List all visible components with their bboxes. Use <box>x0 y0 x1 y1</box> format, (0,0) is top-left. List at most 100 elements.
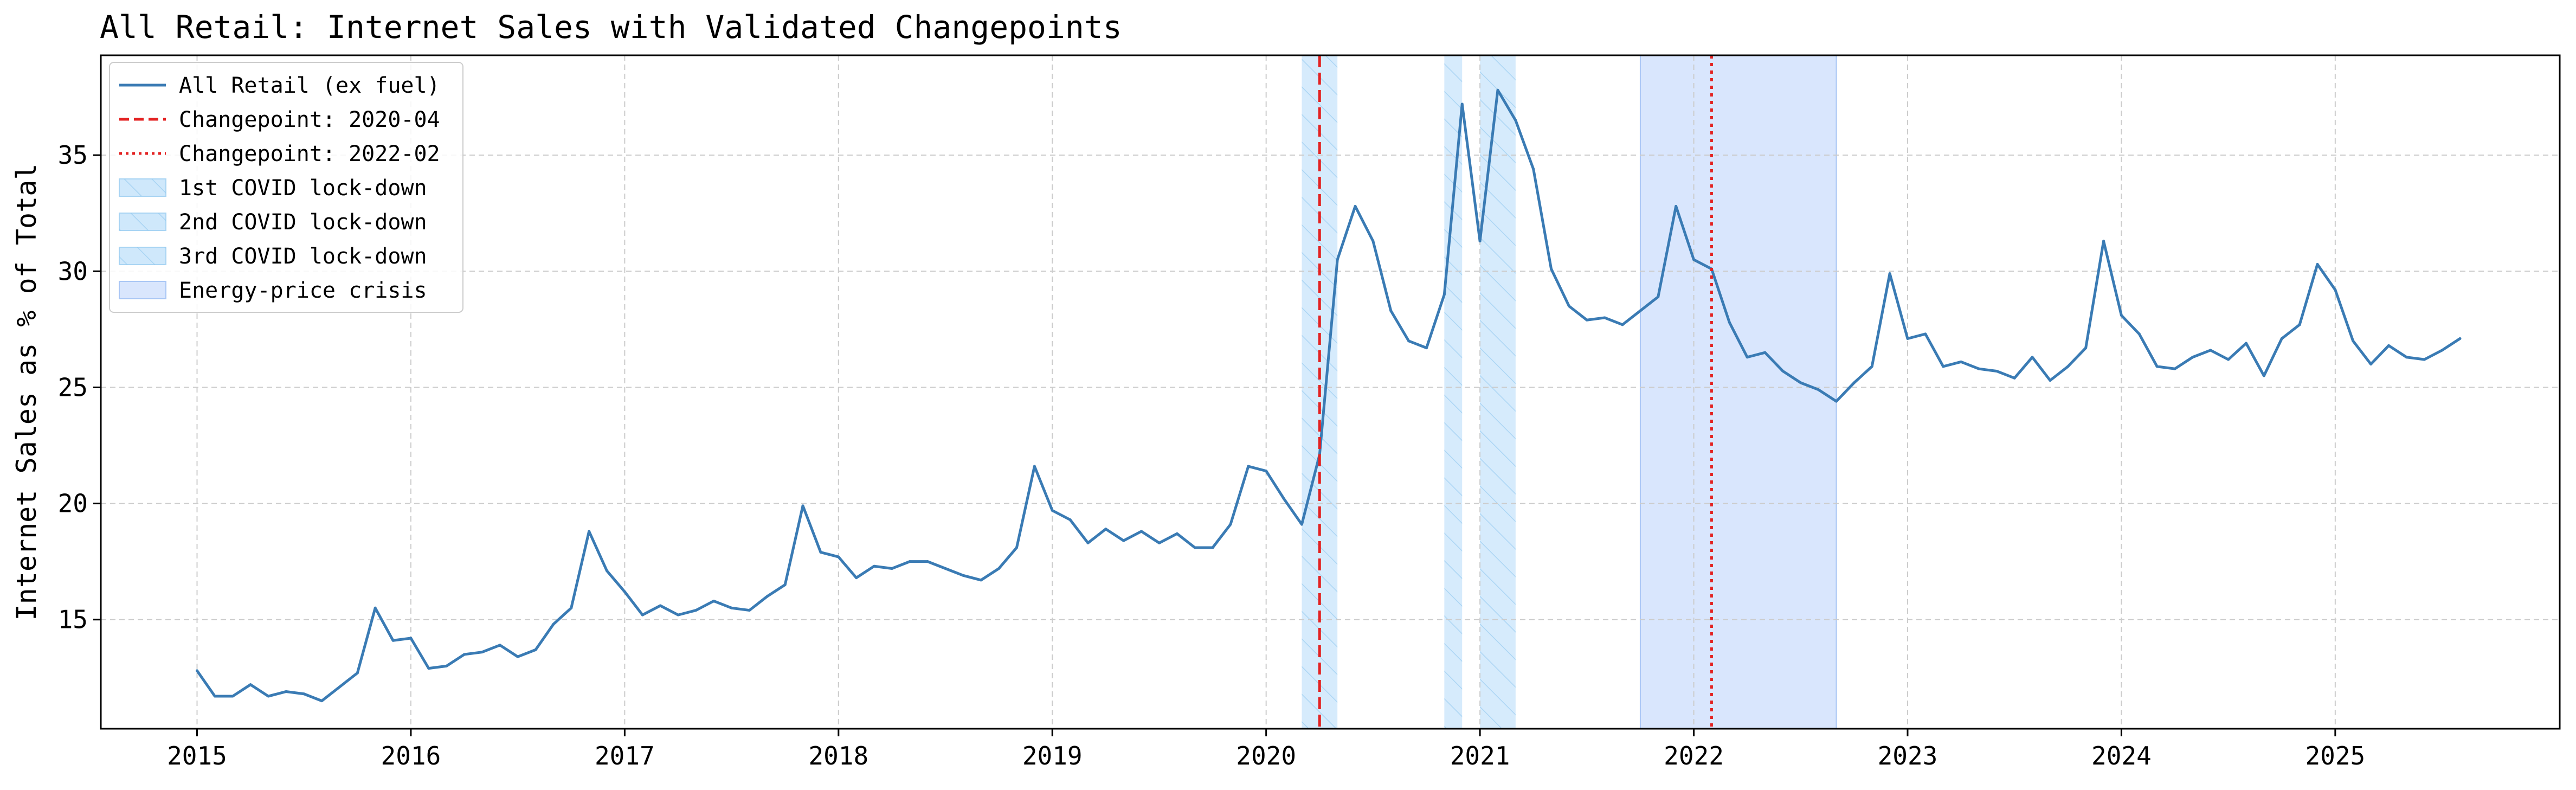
legend-swatch-hatch <box>119 179 166 196</box>
y-tick-label: 35 <box>58 140 88 170</box>
data-point <box>1763 351 1767 354</box>
plot-frame <box>100 54 2561 730</box>
data-point <box>1371 240 1375 243</box>
data-point <box>1585 318 1588 322</box>
data-point <box>1621 323 1624 326</box>
data-point <box>2049 379 2052 382</box>
data-point <box>2405 356 2408 359</box>
data-point <box>1888 272 1891 275</box>
data-point <box>1068 518 1072 522</box>
data-point <box>1247 465 1250 468</box>
data-point <box>2102 240 2105 243</box>
legend-swatch-hatch <box>119 247 166 265</box>
data-point <box>694 609 698 612</box>
y-tick-label: 30 <box>58 256 88 286</box>
data-point <box>1300 523 1303 526</box>
x-tick-label: 2025 <box>2305 741 2365 770</box>
data-point <box>1834 400 1838 403</box>
data-point <box>1657 295 1660 298</box>
data-point <box>2458 337 2462 340</box>
data-point <box>1354 204 1357 208</box>
data-point <box>1211 546 1214 549</box>
x-tick-label: 2022 <box>1664 741 1724 770</box>
data-point <box>427 667 430 670</box>
data-point <box>908 560 911 563</box>
data-point <box>1960 360 1963 363</box>
data-point <box>2120 314 2123 317</box>
data-point <box>1157 541 1161 544</box>
data-point <box>1675 204 1678 208</box>
data-point <box>285 690 288 693</box>
data-point <box>1442 293 1446 296</box>
data-point <box>1924 332 1927 336</box>
data-point <box>605 569 608 573</box>
data-point <box>1265 470 1268 473</box>
data-point <box>1781 369 1785 372</box>
data-point <box>997 567 1001 570</box>
data-point <box>641 613 644 616</box>
data-point <box>1033 465 1036 468</box>
data-point <box>356 671 359 675</box>
chart-title: All Retail: Internet Sales with Validate… <box>100 9 1122 46</box>
data-point <box>1425 346 1428 350</box>
data-point <box>552 622 555 626</box>
data-point <box>748 609 751 612</box>
data-point <box>623 590 626 593</box>
data-point <box>1389 309 1393 312</box>
data-point <box>1015 546 1018 549</box>
data-point <box>1567 305 1570 308</box>
data-point <box>1283 497 1286 500</box>
legend-swatch-hatch <box>119 213 166 230</box>
data-point <box>2066 365 2070 368</box>
data-point <box>980 579 983 582</box>
data-point <box>1407 339 1411 343</box>
data-point <box>195 669 198 672</box>
data-point <box>2334 288 2337 292</box>
x-tick-label: 2017 <box>595 741 655 770</box>
x-tick-label: 2021 <box>1450 741 1510 770</box>
data-point <box>2244 342 2247 345</box>
x-tick-label: 2015 <box>167 741 227 770</box>
data-point <box>302 692 306 696</box>
data-point <box>1496 88 1499 92</box>
y-tick-label: 20 <box>58 489 88 518</box>
data-point <box>926 560 929 563</box>
legend-label: 1st COVID lock-down <box>179 176 427 201</box>
legend-box <box>109 62 463 313</box>
data-point <box>534 648 537 651</box>
data-point <box>1870 365 1873 368</box>
data-point <box>2440 349 2444 352</box>
data-point <box>445 664 448 667</box>
data-point <box>2137 332 2141 336</box>
data-point <box>873 564 876 568</box>
data-point <box>1478 240 1482 243</box>
data-point <box>2316 262 2319 266</box>
data-point <box>1942 365 1945 368</box>
x-tick-label: 2023 <box>1878 741 1938 770</box>
data-point <box>498 644 501 647</box>
data-point <box>249 683 252 686</box>
shaded-period-4 <box>1639 55 1837 729</box>
data-point <box>213 695 216 698</box>
legend-label: Energy-price crisis <box>179 278 427 303</box>
data-point <box>1995 369 1998 372</box>
data-point <box>712 599 716 602</box>
data-point <box>2031 356 2034 359</box>
data-point <box>1852 381 1856 384</box>
data-point <box>1977 367 1980 370</box>
data-point <box>1175 532 1178 535</box>
legend-label: 2nd COVID lock-down <box>179 210 427 235</box>
data-point <box>1692 258 1696 261</box>
data-point <box>409 637 413 640</box>
data-point <box>1906 337 1909 340</box>
legend-label: Changepoint: 2022-02 <box>179 142 440 166</box>
legend-label: Changepoint: 2020-04 <box>179 107 440 132</box>
y-tick-label: 25 <box>58 372 88 402</box>
data-point <box>1193 546 1196 549</box>
data-point <box>2155 365 2159 368</box>
data-point <box>1514 119 1517 122</box>
data-point <box>855 576 858 580</box>
data-point <box>1746 356 1749 359</box>
